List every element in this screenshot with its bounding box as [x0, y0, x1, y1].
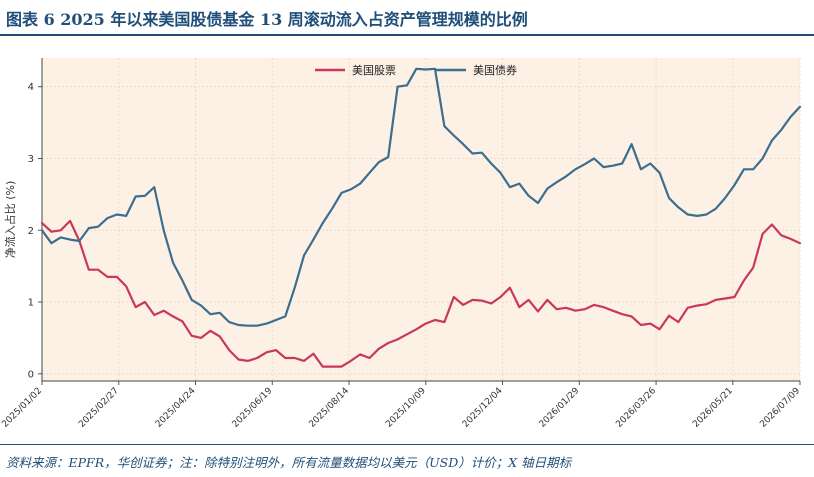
x-tick-label: 2025/04/24 — [154, 386, 198, 430]
legend-label-bond: 美国债券 — [473, 63, 517, 77]
source-note: 资料来源：EPFR，华创证券；注：除特别注明外，所有流量数据均以美元（USD）计… — [6, 455, 572, 470]
x-tick-label: 2026/07/09 — [758, 386, 802, 430]
x-tick-label: 2025/08/14 — [307, 386, 351, 430]
x-tick-label: 2026/05/21 — [691, 386, 735, 430]
x-tick-label: 2026/01/29 — [538, 386, 582, 430]
series-line-equity — [40, 219, 802, 368]
y-tick-label: 3 — [28, 154, 34, 165]
x-tick-label: 2025/10/09 — [384, 386, 428, 430]
chart-container: 0 1 2 3 4 2025/01/02 2025/02/27 2025/04/24 2025/… — [0, 38, 814, 442]
y-axis-label: 净流入占比 (%) — [3, 181, 17, 259]
series-line-bond — [40, 67, 802, 327]
y-tick-label: 2 — [28, 226, 34, 237]
header-divider — [0, 34, 814, 36]
y-tick-label: 4 — [28, 82, 34, 93]
x-tick-label: 2025/06/19 — [231, 386, 275, 430]
x-tick-label: 2025/12/04 — [461, 386, 505, 430]
x-tick-label: 2025/01/02 — [0, 386, 44, 430]
report-header: 图表 6 2025 年以来美国股债基金 13 周滚动流入占资产管理规模的比例 — [0, 0, 814, 36]
x-tick-label: 2026/03/26 — [614, 386, 658, 430]
x-tick-label: 2025/02/27 — [77, 386, 121, 430]
line-chart: 0 1 2 3 4 2025/01/02 2025/02/27 2025/04/24 2025/… — [0, 58, 802, 430]
legend-label-equity: 美国股票 — [352, 64, 396, 77]
y-tick-label: 0 — [28, 369, 34, 380]
y-tick-label: 1 — [28, 298, 34, 309]
plot-area — [42, 58, 800, 381]
figure-title: 图表 6 2025 年以来美国股债基金 13 周滚动流入占资产管理规模的比例 — [6, 10, 528, 29]
footer-divider — [0, 444, 814, 445]
